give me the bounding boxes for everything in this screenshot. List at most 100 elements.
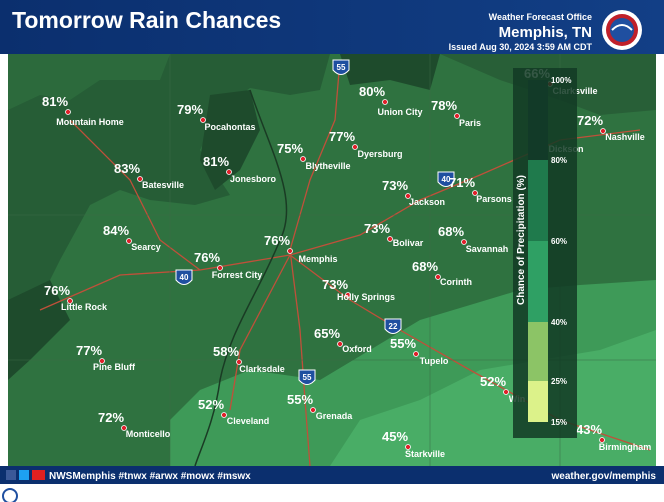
city-dot <box>600 128 606 134</box>
city-dot <box>352 144 358 150</box>
city-pct: 73% <box>382 178 408 193</box>
location: Memphis, TN <box>499 24 592 41</box>
city-dot <box>126 238 132 244</box>
city-name: Mountain Home <box>56 117 124 127</box>
city-pct: 58% <box>213 344 239 359</box>
city-dot <box>337 341 343 347</box>
city-name: Union City <box>378 107 423 117</box>
legend-title: Chance of Precipitation (%) <box>516 175 527 305</box>
interstate-number: 40 <box>442 175 451 184</box>
city-pct: 52% <box>198 397 224 412</box>
city-pct: 55% <box>287 392 313 407</box>
interstate-number: 40 <box>180 273 189 282</box>
city-dot <box>435 274 441 280</box>
city-dot <box>454 113 460 119</box>
city-name: Pine Bluff <box>93 362 136 372</box>
city-dot <box>461 239 467 245</box>
city-dot <box>200 117 206 123</box>
city-dot <box>287 248 293 254</box>
city-name: Jonesboro <box>230 174 277 184</box>
interstate-shield <box>175 269 193 285</box>
city-pct: 84% <box>103 223 129 238</box>
city-pct: 73% <box>364 221 390 236</box>
city-name: Little Rock <box>61 302 108 312</box>
city-name: Corinth <box>440 277 472 287</box>
header-bar <box>0 0 664 54</box>
city-dot <box>345 292 351 298</box>
legend-label: 80% <box>551 156 567 165</box>
city-dot <box>503 389 509 395</box>
interstate-shield <box>437 171 455 187</box>
city-pct: 77% <box>329 129 355 144</box>
city-name: Dyersburg <box>357 149 402 159</box>
city-dot <box>99 358 105 364</box>
city-pct: 68% <box>438 224 464 239</box>
city-name: Grenada <box>316 411 354 421</box>
city-dot <box>300 156 306 162</box>
city-pct: 65% <box>314 326 340 341</box>
city-pct: 68% <box>412 259 438 274</box>
city-name: Paris <box>459 118 481 128</box>
city-pct: 76% <box>44 283 70 298</box>
city-pct: 71% <box>449 175 475 190</box>
interstate-number: 55 <box>303 373 312 382</box>
nws-logo <box>602 10 642 50</box>
city-dot <box>226 169 232 175</box>
city-dot <box>65 109 71 115</box>
bottom-icon <box>2 488 18 502</box>
legend-label: 40% <box>551 318 567 327</box>
city-name: Monticello <box>126 429 171 439</box>
city-name: Pocahontas <box>204 122 255 132</box>
city-name: Clarksdale <box>239 364 285 374</box>
city-dot <box>137 176 143 182</box>
twitter-icon <box>19 470 29 480</box>
url: weather.gov/memphis <box>551 471 657 482</box>
city-pct: 43% <box>576 422 602 437</box>
title: Tomorrow Rain Chances <box>12 7 281 33</box>
city-name: Memphis <box>298 254 337 264</box>
city-pct: 75% <box>277 141 303 156</box>
city-pct: 52% <box>480 374 506 389</box>
legend-swatch <box>528 241 548 322</box>
city-pct: 81% <box>203 154 229 169</box>
city-name: Searcy <box>131 242 161 252</box>
city-pct: 79% <box>177 102 203 117</box>
city-pct: 45% <box>382 429 408 444</box>
legend-swatch <box>528 80 548 160</box>
city-pct: 72% <box>98 410 124 425</box>
legend-label: 100% <box>551 76 571 85</box>
city-name: Jackson <box>409 197 445 207</box>
city-dot <box>599 437 605 443</box>
city-dot <box>405 193 411 199</box>
city-pct: 76% <box>194 250 220 265</box>
social: NWSMemphis #tnwx #arwx #mowx #mswx <box>49 471 251 482</box>
city-dot <box>405 444 411 450</box>
legend: Chance of Precipitation (%) 100% 80% 60% 40… <box>513 68 577 438</box>
city-dot <box>121 425 127 431</box>
city-dot <box>472 190 478 196</box>
footer-bar <box>0 466 664 484</box>
facebook-icon <box>6 470 16 480</box>
interstate-number: 55 <box>337 63 346 72</box>
interstate-shield <box>298 369 316 385</box>
city-name: Parsons <box>476 194 512 204</box>
city-dot <box>221 412 227 418</box>
city-pct: 76% <box>264 233 290 248</box>
city-dot <box>382 99 388 105</box>
legend-label: 60% <box>551 237 567 246</box>
city-pct: 72% <box>577 113 603 128</box>
city-name: Savannah <box>466 244 509 254</box>
city-pct: 55% <box>390 336 416 351</box>
city-name: Nashville <box>605 132 645 142</box>
interstate-number: 22 <box>389 322 398 331</box>
legend-swatch <box>528 322 548 381</box>
interstate-shield <box>332 59 350 75</box>
legend-swatch <box>528 160 548 241</box>
city-name: Holly Springs <box>337 292 395 302</box>
city-name: Tupelo <box>420 356 449 366</box>
legend-swatch <box>528 381 548 422</box>
legend-label: 15% <box>551 418 567 427</box>
city-pct: 78% <box>431 98 457 113</box>
city-name: Oxford <box>342 344 372 354</box>
